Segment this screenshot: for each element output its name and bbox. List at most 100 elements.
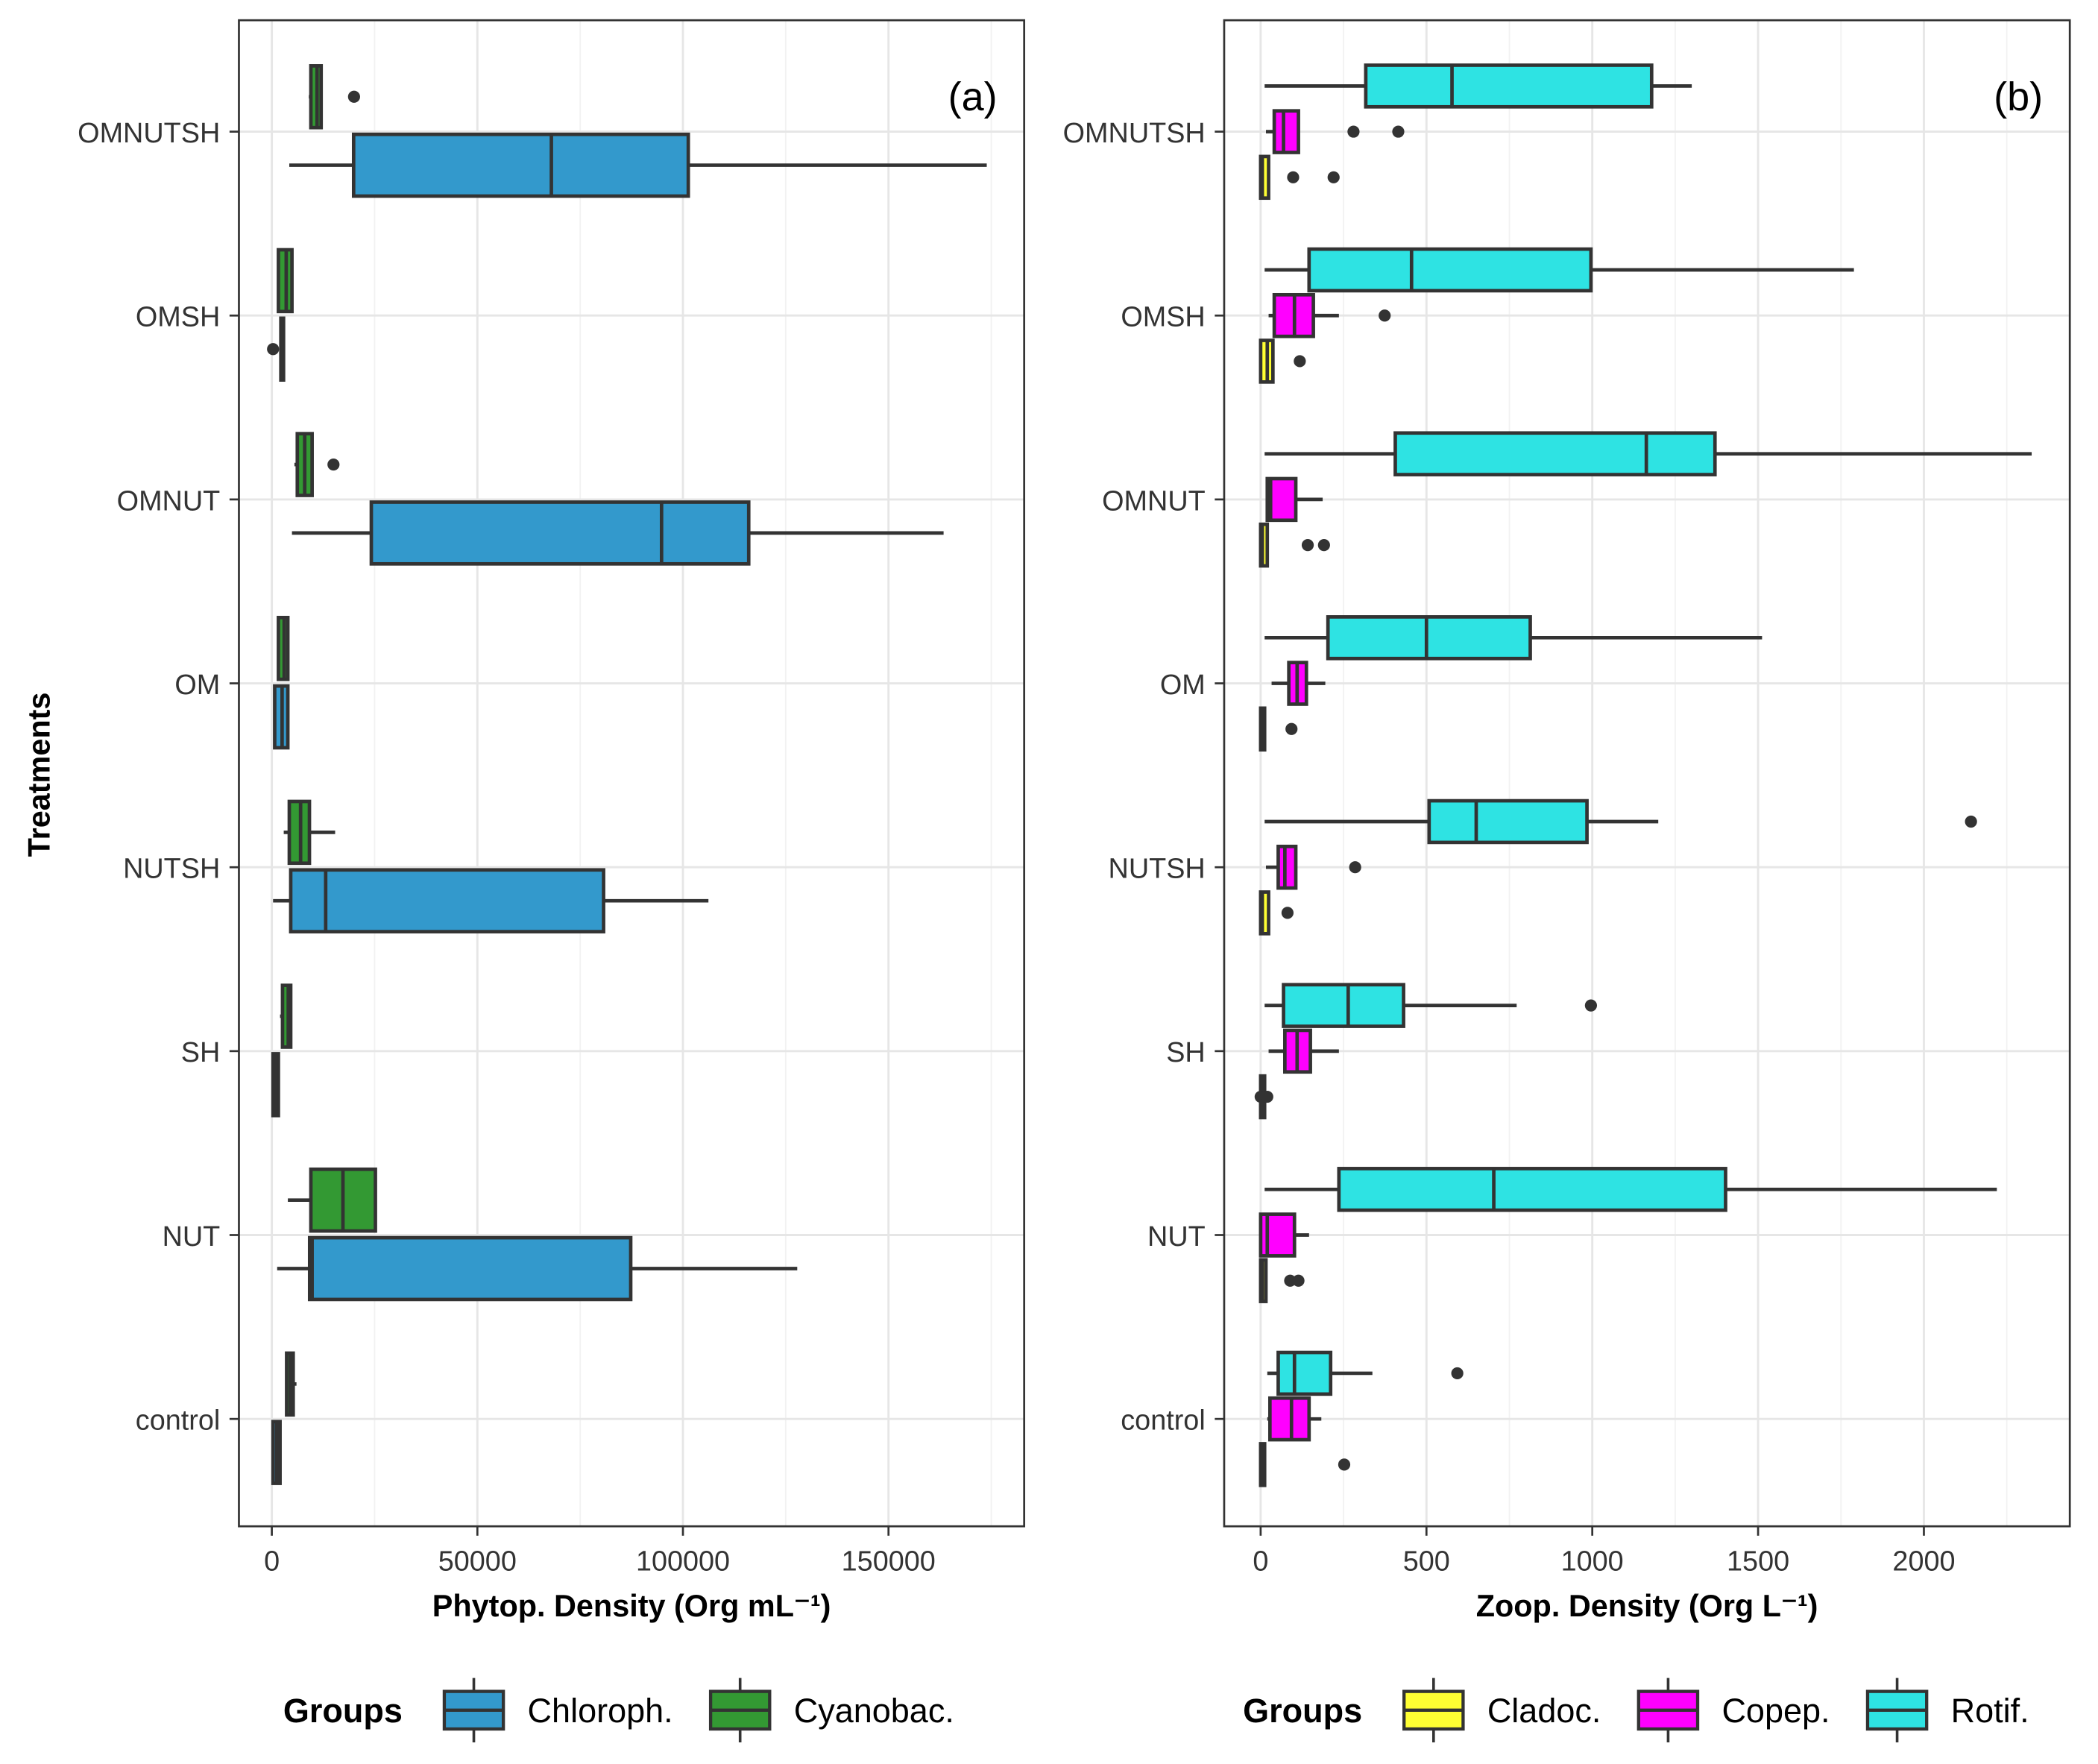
- legend-title: Groups: [1243, 1692, 1362, 1730]
- outlier-point: [1294, 355, 1306, 368]
- outlier-point: [1287, 171, 1300, 183]
- y-tick-label: SH: [181, 1037, 221, 1068]
- y-axis-title: Treatments: [22, 693, 57, 857]
- y-tick-label: OMSH: [136, 302, 220, 333]
- legend-item: Copep.: [1636, 1678, 1830, 1743]
- legend-title: Groups: [283, 1692, 403, 1730]
- outlier-point: [1392, 125, 1405, 138]
- legend-item: Cyanobac.: [708, 1678, 954, 1743]
- x-tick-label: 2000: [1892, 1546, 1955, 1578]
- box-OM-cladoc: [1259, 706, 1298, 752]
- outlier-point: [1281, 907, 1294, 919]
- box-iqr: [1364, 63, 1654, 109]
- box-NUT-cladoc: [1259, 1258, 1305, 1303]
- y-tick-label: SH: [1166, 1037, 1206, 1068]
- outlier-point: [347, 90, 360, 103]
- x-axis-title: Zoop. Density (Org L⁻¹): [1476, 1589, 1818, 1623]
- y-tick-label: control: [1121, 1405, 1205, 1437]
- box-SH-cyanobac: [280, 983, 293, 1049]
- outlier-point: [1451, 1367, 1464, 1380]
- legend-label: Rotif.: [1951, 1692, 2029, 1730]
- box-NUT-cyanobac: [288, 1167, 377, 1233]
- panel-border: [238, 19, 1026, 1528]
- outlier-point: [267, 343, 280, 356]
- box-NUTSH-rotif: [1264, 798, 1977, 845]
- x-tick-label: 0: [264, 1546, 280, 1578]
- x-tick-label: 1500: [1727, 1546, 1789, 1578]
- y-tick-label: OMNUTSH: [1063, 118, 1206, 149]
- outlier-point: [1285, 722, 1298, 735]
- y-tick-label: NUT: [163, 1221, 221, 1253]
- panel-label: (a): [948, 75, 998, 119]
- legend-label: Cladoc.: [1487, 1692, 1601, 1730]
- x-tick-label: 1000: [1561, 1546, 1624, 1578]
- y-tick-label: OMNUTSH: [78, 118, 220, 149]
- y-tick-label: OM: [174, 670, 220, 701]
- box-OMNUT-copep: [1265, 476, 1323, 523]
- box-OMNUT-chloroph: [292, 500, 944, 566]
- legend-label: Chloroph.: [528, 1692, 673, 1730]
- outlier-point: [1965, 815, 1977, 828]
- box-iqr: [369, 500, 751, 566]
- box-iqr: [1276, 1350, 1333, 1396]
- legend-item: Cladoc.: [1402, 1678, 1601, 1743]
- box-OMNUTSH-copep: [1265, 109, 1405, 154]
- box-NUTSH-chloroph: [273, 868, 709, 933]
- box-NUTSH-cyanobac: [283, 799, 336, 866]
- box-OM-rotif: [1264, 615, 1762, 661]
- box-control-rotif: [1267, 1350, 1464, 1396]
- panel-a-phytoplankton: (a)0 50000 100000 150000OMNUTSHOMSHOMNUTOMN…: [78, 19, 1026, 1743]
- box-NUTSH-copep: [1265, 844, 1361, 890]
- outlier-point: [1317, 539, 1330, 552]
- box-iqr: [307, 1235, 633, 1302]
- x-tick-label: 100000: [636, 1546, 730, 1578]
- box-iqr: [351, 132, 690, 198]
- panel-b-zooplankton: (b)0 500 1000 1500 2000OMNUTSHOMSHOMNUTOMNUT…: [1063, 19, 2071, 1743]
- box-iqr: [1276, 844, 1298, 890]
- box-OM-copep: [1271, 661, 1326, 706]
- y-tick-label: NUTSH: [1109, 854, 1206, 885]
- box-OMNUTSH-cladoc: [1259, 154, 1340, 201]
- y-tick-label: NUT: [1147, 1221, 1206, 1253]
- box-SH-copep: [1268, 1028, 1339, 1074]
- outlier-point: [327, 458, 340, 471]
- x-axis-title: Phytop. Density (Org mL⁻¹): [432, 1589, 831, 1623]
- box-OMSH-cyanobac: [277, 248, 294, 314]
- box-iqr: [1282, 983, 1405, 1028]
- box-SH-cladoc: [1254, 1074, 1273, 1120]
- outlier-point: [1347, 125, 1360, 138]
- box-OM-cyanobac: [277, 615, 290, 681]
- box-OMNUT-cyanobac: [294, 432, 340, 497]
- x-tick-label: 0: [1253, 1546, 1268, 1578]
- box-OMNUTSH-rotif: [1264, 63, 1692, 109]
- box-control-cyanobac: [285, 1351, 297, 1417]
- outlier-point: [1327, 171, 1340, 183]
- x-tick-label: 150000: [842, 1546, 936, 1578]
- outlier-point: [1338, 1458, 1351, 1471]
- box-NUT-rotif: [1264, 1167, 1997, 1212]
- box-SH-rotif: [1264, 983, 1598, 1028]
- box-iqr: [1267, 1396, 1311, 1442]
- box-iqr: [1307, 247, 1593, 293]
- x-tick-label: 500: [1403, 1546, 1450, 1578]
- box-OMSH-chloroph: [267, 316, 286, 382]
- box-OMSH-rotif: [1264, 247, 1854, 293]
- box-iqr: [1272, 109, 1300, 154]
- box-OMSH-cladoc: [1259, 338, 1306, 384]
- box-OMNUT-cladoc: [1259, 522, 1330, 568]
- legend-label: Copep.: [1721, 1692, 1830, 1730]
- box-control-cladoc: [1259, 1442, 1351, 1487]
- legend: Groups Cladoc. Copep. Rotif.: [1243, 1678, 2029, 1743]
- box-iqr: [289, 868, 605, 933]
- legend-item: Rotif.: [1865, 1678, 2029, 1743]
- box-NUTSH-cladoc: [1259, 890, 1294, 936]
- y-tick-label: OMNUT: [1102, 485, 1206, 517]
- box-NUT-chloroph: [277, 1235, 798, 1302]
- box-control-chloroph: [271, 1420, 282, 1485]
- box-control-copep: [1267, 1396, 1322, 1442]
- box-OM-chloroph: [273, 684, 290, 750]
- outlier-point: [1292, 1274, 1305, 1287]
- outlier-point: [1379, 309, 1391, 322]
- box-iqr: [1427, 798, 1589, 845]
- box-OMSH-copep: [1268, 292, 1391, 338]
